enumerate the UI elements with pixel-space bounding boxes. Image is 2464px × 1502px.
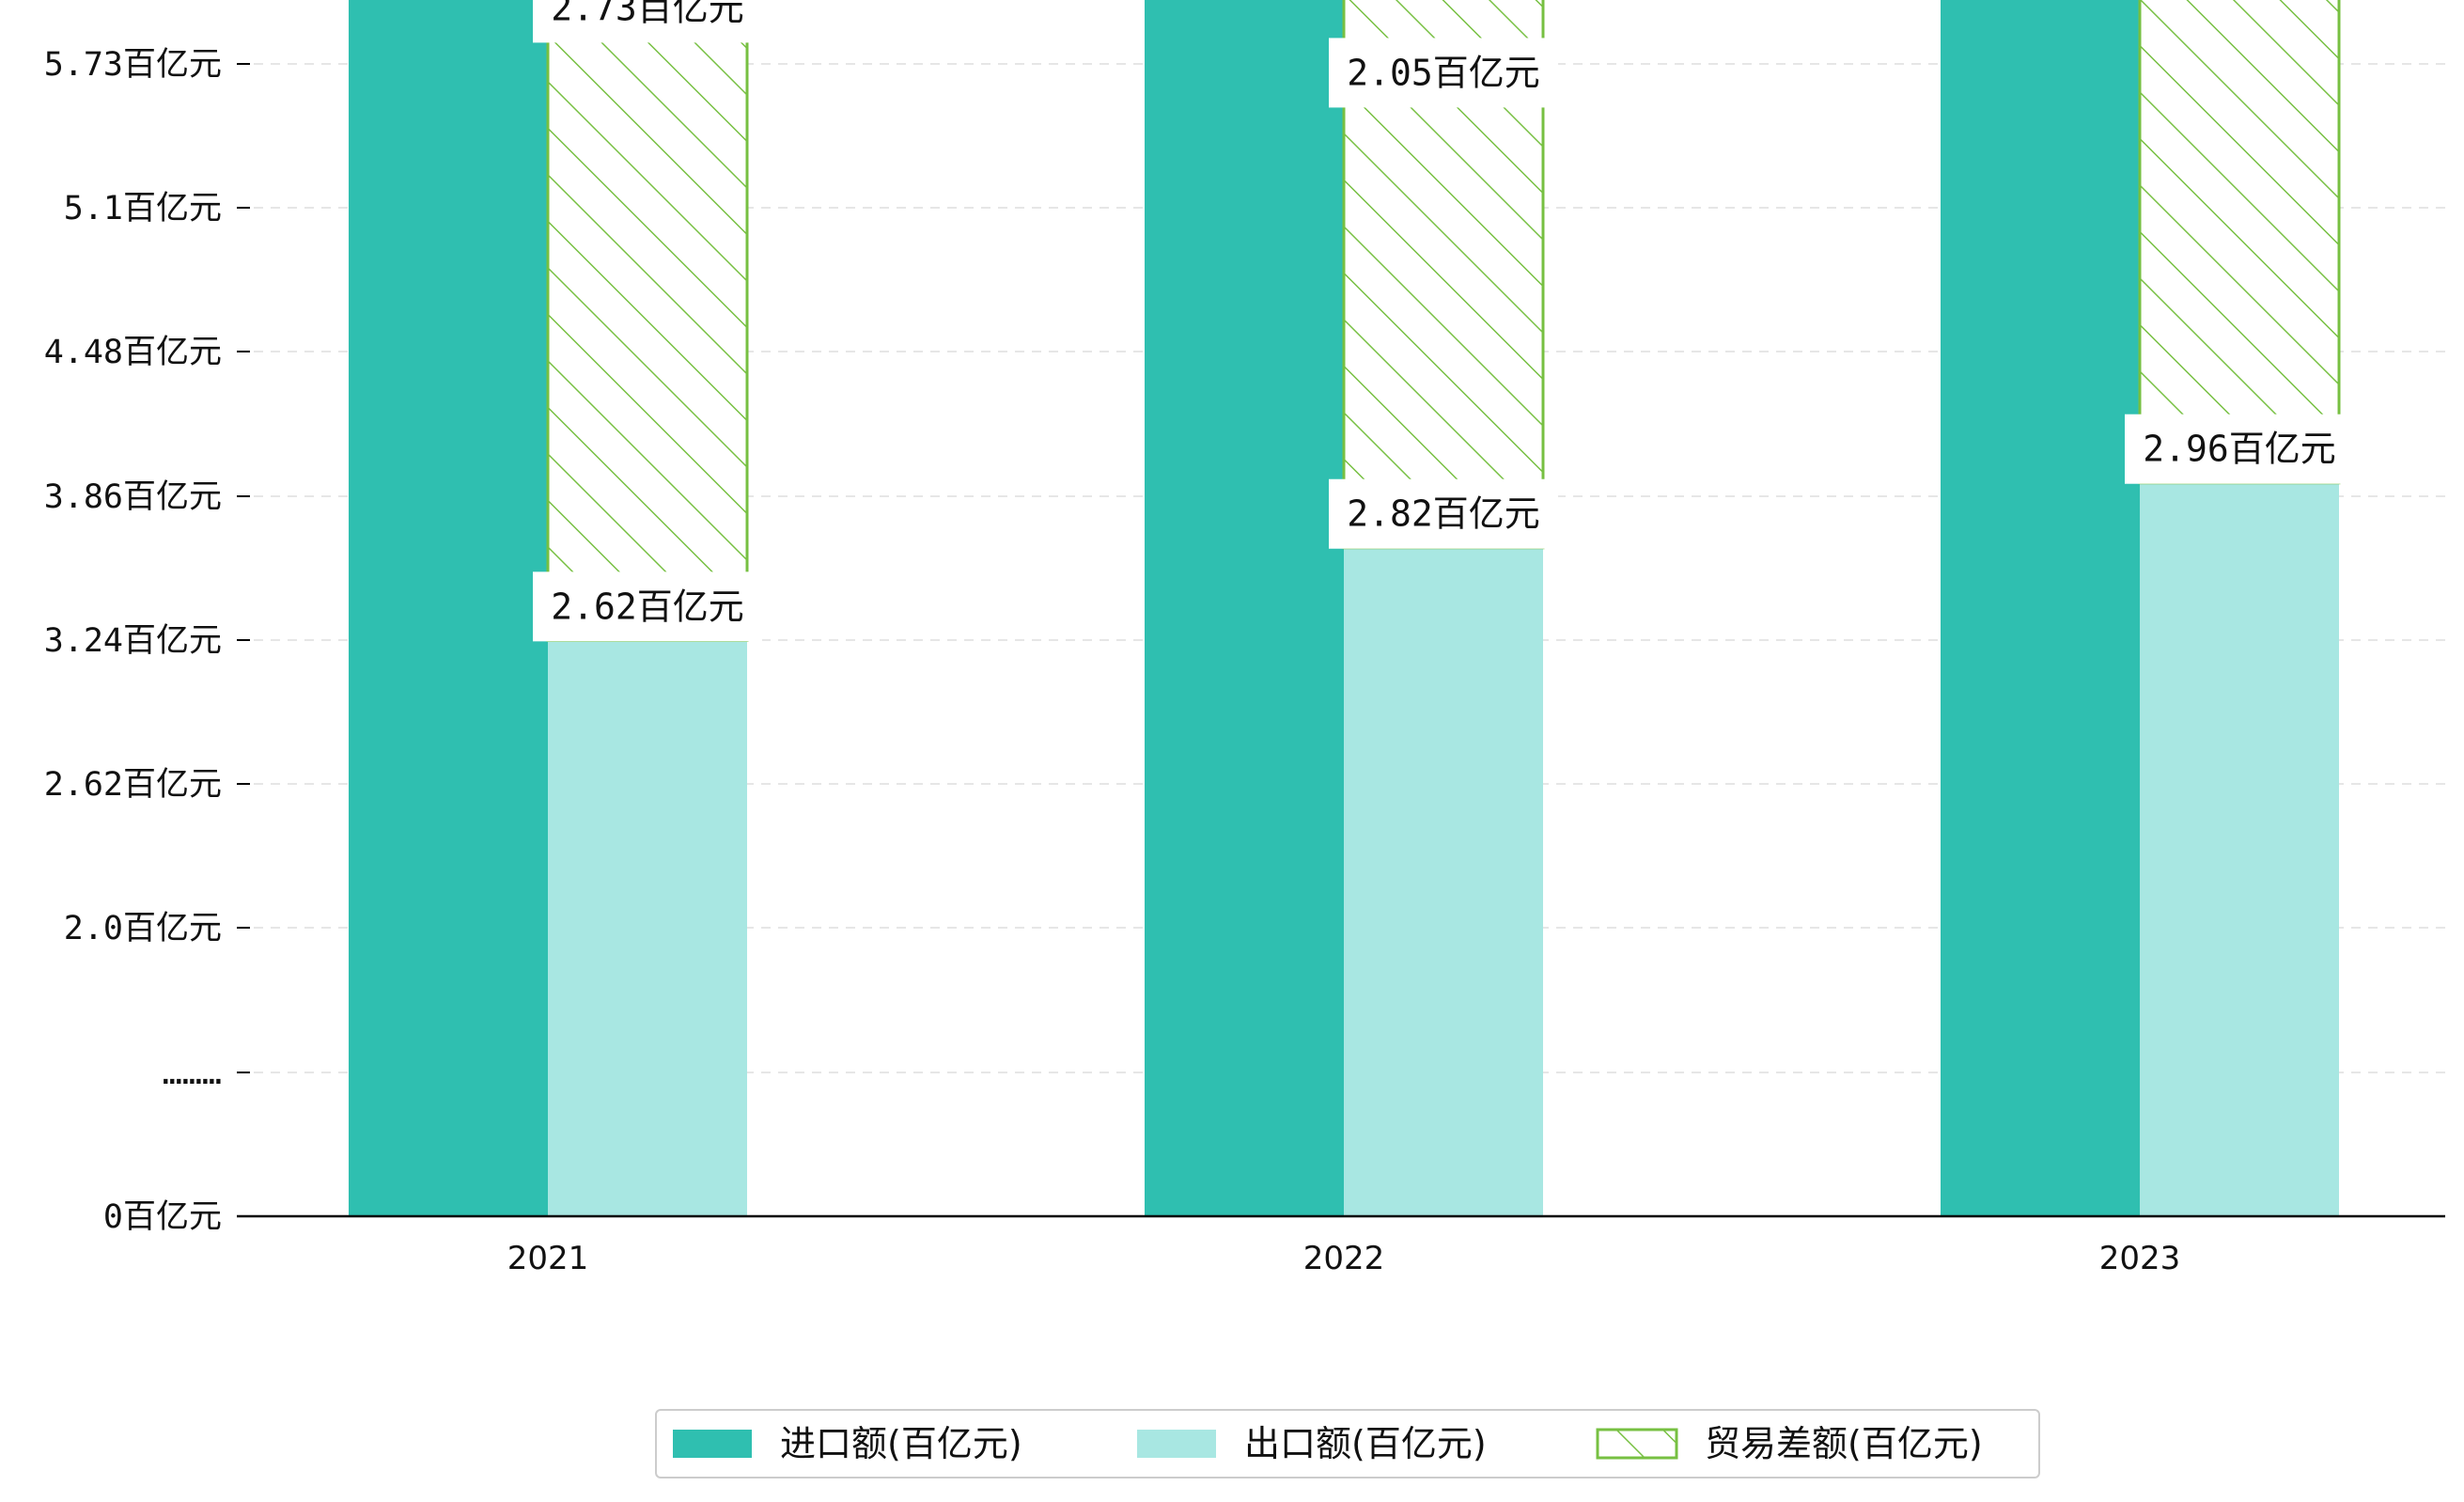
y-tick-label: 5.1百亿元 bbox=[64, 190, 222, 227]
data-label-balance-bg bbox=[533, 0, 762, 43]
legend-label-balance: 贸易差额(百亿元) bbox=[1705, 1423, 1983, 1464]
y-ticks: 0百亿元 ……… 2.0百亿元 2.62百亿元 3.24百亿元 3.86百亿元 4.48百亿… bbox=[44, 46, 250, 1236]
data-label-export: 2.96百亿元 bbox=[2143, 429, 2336, 470]
bar-export bbox=[548, 640, 747, 1216]
data-label-export: 2.62百亿元 bbox=[551, 586, 744, 627]
data-label-balance: 2.05百亿元 bbox=[1347, 52, 1540, 93]
legend-swatch-export bbox=[1137, 1430, 1216, 1458]
bar-export bbox=[2140, 482, 2339, 1216]
y-tick-label: 2.0百亿元 bbox=[64, 910, 222, 947]
bar-export bbox=[1344, 547, 1543, 1216]
y-tick-label: 4.48百亿元 bbox=[44, 334, 222, 371]
legend-label-import: 进口额(百亿元) bbox=[780, 1423, 1022, 1464]
y-tick-label: ……… bbox=[163, 1055, 222, 1092]
y-tick-label: 3.86百亿元 bbox=[44, 478, 222, 516]
bar-balance bbox=[546, 0, 749, 642]
bar-import bbox=[349, 0, 548, 1217]
legend-frame bbox=[655, 1409, 2040, 1479]
data-label-balance: 2.73百亿元 bbox=[551, 0, 744, 28]
bars bbox=[349, 0, 2341, 1217]
y-tick-label: 2.62百亿元 bbox=[44, 766, 222, 804]
y-tick-label: 3.24百亿元 bbox=[44, 622, 222, 660]
legend-swatch-balance bbox=[1596, 1428, 1678, 1460]
bar-import bbox=[1145, 0, 1344, 1217]
legend-label-export: 出口额(百亿元) bbox=[1244, 1423, 1487, 1464]
data-label-export-bg bbox=[2125, 414, 2354, 484]
data-labels: 5.35百亿元2.62百亿元2.73百亿元4.87百亿元2.82百亿元2.05百… bbox=[533, 0, 2354, 642]
legend-swatch-import bbox=[673, 1430, 752, 1458]
data-label-balance-bg bbox=[1329, 38, 1558, 108]
x-tick-label: 2023 bbox=[2099, 1240, 2181, 1277]
x-ticks: 2021 2022 2023 bbox=[507, 1240, 2181, 1277]
x-tick-label: 2021 bbox=[507, 1240, 589, 1277]
y-tick-label: 0百亿元 bbox=[103, 1198, 222, 1236]
bar-import bbox=[1941, 0, 2140, 1216]
data-label-export-bg bbox=[533, 571, 762, 642]
legend: 进口额(百亿元) 出口额(百亿元) 贸易差额(百亿元) bbox=[655, 1409, 2040, 1479]
x-tick-label: 2022 bbox=[1303, 1240, 1385, 1277]
y-tick-label: 5.73百亿元 bbox=[44, 46, 222, 84]
bar-balance bbox=[2138, 0, 2341, 485]
data-label-export-bg bbox=[1329, 478, 1558, 549]
data-label-export: 2.82百亿元 bbox=[1347, 493, 1540, 535]
